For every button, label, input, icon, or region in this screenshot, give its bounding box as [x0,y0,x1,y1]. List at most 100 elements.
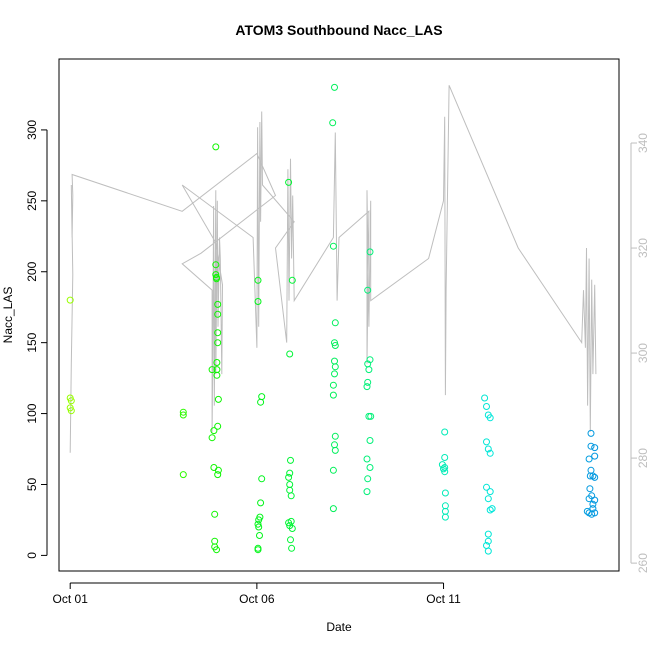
data-point [331,339,338,347]
data-point [213,546,220,554]
data-point [331,342,339,349]
data-point [587,442,595,450]
data-point [254,276,262,284]
data-point [484,537,492,545]
data-point [212,271,220,279]
plot-background [58,58,620,572]
data-point [329,381,337,389]
data-point [257,499,265,507]
data-point [589,500,597,508]
x-axis-label: Date [326,620,352,634]
data-point [214,300,222,308]
data-point [286,350,294,358]
data-point [484,495,492,503]
x-tick-label: Oct 11 [426,592,461,606]
data-point [365,366,373,374]
data-point [591,444,599,452]
data-point [331,432,339,440]
data-point [588,510,596,518]
data-point [210,464,218,471]
data-point [483,438,490,446]
data-point [367,412,375,420]
data-point [591,496,599,504]
data-point [214,339,222,347]
data-point [179,471,187,479]
data-point [331,319,339,327]
y-tick-label: 250 [25,190,39,210]
data-point [486,414,494,422]
data-point [441,464,449,471]
secondary-tick-label: 280 [636,448,650,468]
data-point [486,488,494,496]
data-point [331,363,339,371]
data-point [441,428,449,436]
plot-frame [58,58,620,572]
data-point [179,408,187,416]
data-point [586,485,594,493]
data-point [591,452,599,460]
data-point [364,286,372,294]
secondary-tick-label: 300 [636,343,650,363]
data-point [583,507,591,515]
data-point [366,356,374,364]
data-point [67,397,75,405]
data-point [208,366,216,374]
data-point [486,449,494,457]
data-point [211,510,219,518]
data-point [364,378,372,386]
chart-title: ATOM3 Southbound Nacc_LAS [235,22,442,38]
data-point [331,370,338,378]
data-point [287,456,294,464]
data-point [364,475,372,483]
x-tick-label: Oct 01 [53,592,89,606]
data-point [329,505,337,513]
data-point [212,143,220,151]
data-point [288,525,296,532]
data-point [66,296,74,304]
data-point [331,357,338,365]
data-point [214,471,222,479]
secondary-line [69,85,597,453]
y-tick-label: 50 [25,477,39,491]
data-point [285,473,293,481]
data-point [286,486,294,494]
data-point [366,437,374,444]
data-point [288,276,296,284]
data-point [214,395,222,403]
data-point [331,83,338,91]
data-point [587,429,595,437]
data-point [329,242,337,250]
data-point [441,454,449,461]
data-point [363,455,371,463]
data-point [329,466,337,474]
data-point [257,398,265,406]
data-point [483,403,490,410]
axes: 0 50 100 150 200 250 300 Oct 01 Oct 06 Oct 11 260 2… [25,120,650,606]
y-tick-label: 200 [25,261,39,281]
y-axis-label: Nacc_LAS [1,287,15,344]
data-point [481,394,489,402]
data-point [256,532,263,539]
data-point [287,517,295,525]
data-point [366,248,374,256]
data-point [331,441,338,449]
secondary-tick-label: 340 [636,133,650,153]
data-point [211,537,219,545]
data-point [258,475,266,483]
x-tick-label: Oct 06 [239,592,275,606]
y-tick-label: 0 [25,552,39,559]
data-point [483,483,490,491]
data-point [488,505,496,513]
data-point [214,329,222,337]
data-point [286,469,294,477]
data-point [591,473,599,481]
data-point [329,391,337,399]
data-point [213,359,221,366]
data-point [587,466,595,474]
data-point [255,523,263,531]
data-point [363,383,371,391]
data-point [214,466,222,474]
data-point [366,464,374,471]
data-point [288,544,296,552]
